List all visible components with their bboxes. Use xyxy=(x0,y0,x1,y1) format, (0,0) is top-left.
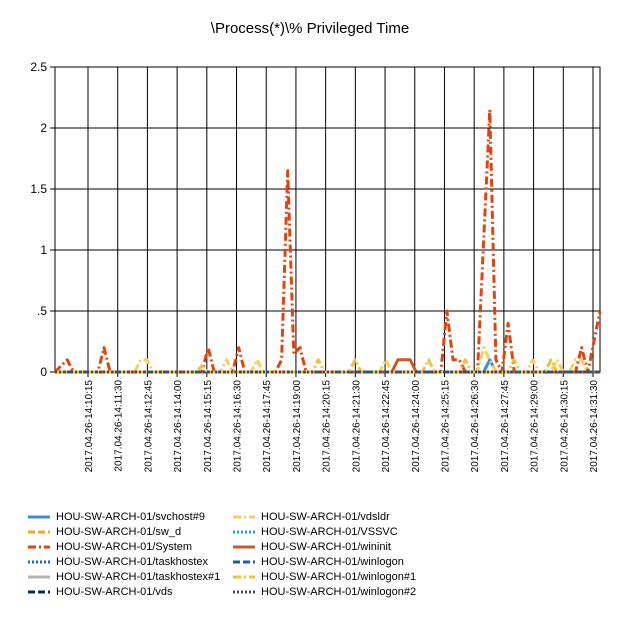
legend-swatch xyxy=(233,575,255,578)
legend-column: HOU-SW-ARCH-01/vdsldr HOU-SW-ARCH-01/VSSV… xyxy=(233,509,416,599)
series-line xyxy=(53,108,602,374)
y-tick-label: .5 xyxy=(37,304,47,318)
legend-swatch xyxy=(28,575,50,578)
x-tick-label: 2017.04.26-14:16:30 xyxy=(233,380,244,473)
legend-swatch xyxy=(28,560,50,563)
x-tick-label: 2017.04.26-14:27:45 xyxy=(500,380,511,473)
chart-title: \Process(*)\% Privileged Time xyxy=(210,20,410,37)
x-tick-label: 2017.04.26-14:31:30 xyxy=(589,380,600,473)
series-line xyxy=(55,358,559,374)
legend-item: HOU-SW-ARCH-01/System xyxy=(28,539,220,554)
x-tick-label: 2017.04.26-14:25:15 xyxy=(440,380,451,473)
plot-frame xyxy=(54,66,601,373)
legend-item: HOU-SW-ARCH-01/vds xyxy=(28,584,220,599)
legend-swatch xyxy=(233,590,255,593)
legend-item: HOU-SW-ARCH-01/taskhostex#1 xyxy=(28,569,220,584)
legend-label: HOU-SW-ARCH-01/winlogon xyxy=(261,555,404,568)
x-tick-label: 2017.04.26-14:17:45 xyxy=(262,380,273,473)
legend-item: HOU-SW-ARCH-01/svchost#9 xyxy=(28,509,220,524)
y-tick-label: 2.5 xyxy=(30,60,47,74)
legend-label: HOU-SW-ARCH-01/wininit xyxy=(261,540,391,553)
x-tick-label: 2017.04.26-14:11:30 xyxy=(114,380,125,472)
legend-item: HOU-SW-ARCH-01/winlogon#1 xyxy=(233,569,416,584)
legend-swatch xyxy=(28,590,50,593)
x-tick-label: 2017.04.26-14:30:15 xyxy=(559,380,570,473)
legend-label: HOU-SW-ARCH-01/winlogon#2 xyxy=(261,585,417,598)
legend-swatch xyxy=(28,515,50,518)
y-tick-label: 1 xyxy=(40,243,47,257)
legend-item: HOU-SW-ARCH-01/taskhostex xyxy=(28,554,220,569)
x-tick-label: 2017.04.26-14:15:15 xyxy=(203,380,214,473)
legend-item: HOU-SW-ARCH-01/winlogon#2 xyxy=(233,584,416,599)
x-tick-label: 2017.04.26-14:12:45 xyxy=(143,380,154,473)
legend-label: HOU-SW-ARCH-01/taskhostex#1 xyxy=(56,570,221,583)
legend-swatch xyxy=(233,545,255,548)
legend-item: HOU-SW-ARCH-01/VSSVC xyxy=(233,524,416,539)
x-tick-label: 2017.04.26-14:22:45 xyxy=(381,380,392,473)
x-tick-label: 2017.04.26-14:19:00 xyxy=(292,380,303,473)
x-tick-label: 2017.04.26-14:20:15 xyxy=(322,380,333,473)
x-tick-label: 2017.04.26-14:26:30 xyxy=(470,380,481,473)
legend-label: HOU-SW-ARCH-01/svchost#9 xyxy=(56,510,205,523)
legend-label: HOU-SW-ARCH-01/winlogon#1 xyxy=(261,570,417,583)
legend-swatch xyxy=(233,515,255,518)
legend-label: HOU-SW-ARCH-01/vds xyxy=(56,585,173,598)
x-tick-label: 2017.04.26-14:10:15 xyxy=(84,380,95,473)
legend-label: HOU-SW-ARCH-01/vdsldr xyxy=(261,510,390,523)
legend-swatch xyxy=(233,530,255,533)
legend-label: HOU-SW-ARCH-01/sw_d xyxy=(56,525,182,538)
x-tick-label: 2017.04.26-14:21:30 xyxy=(351,380,362,473)
legend-swatch xyxy=(28,530,50,533)
legend-item: HOU-SW-ARCH-01/wininit xyxy=(233,539,416,554)
chart-plot: 0 .5 1 1.5 2 2.5 2017.04.26-14:10:15 2017.04.26… xyxy=(30,60,602,473)
x-tick-label: 2017.04.26-14:29:00 xyxy=(530,380,541,473)
y-tick-label: 0 xyxy=(40,365,47,379)
x-tick-label: 2017.04.26-14:14:00 xyxy=(173,380,184,473)
legend-item: HOU-SW-ARCH-01/winlogon xyxy=(233,554,416,569)
legend-column: HOU-SW-ARCH-01/svchost#9 HOU-SW-ARCH-01/s… xyxy=(28,509,220,599)
legend-label: HOU-SW-ARCH-01/VSSVC xyxy=(261,525,398,538)
legend-swatch xyxy=(233,560,255,563)
legend-item: HOU-SW-ARCH-01/vdsldr xyxy=(233,509,416,524)
x-tick-label: 2017.04.26-14:24:00 xyxy=(411,380,422,473)
y-tick-label: 1.5 xyxy=(30,182,47,196)
legend-label: HOU-SW-ARCH-01/taskhostex xyxy=(56,555,208,568)
y-tick-label: 2 xyxy=(40,121,47,135)
legend-swatch xyxy=(28,545,50,548)
legend-label: HOU-SW-ARCH-01/System xyxy=(56,540,193,553)
legend-item: HOU-SW-ARCH-01/sw_d xyxy=(28,524,220,539)
